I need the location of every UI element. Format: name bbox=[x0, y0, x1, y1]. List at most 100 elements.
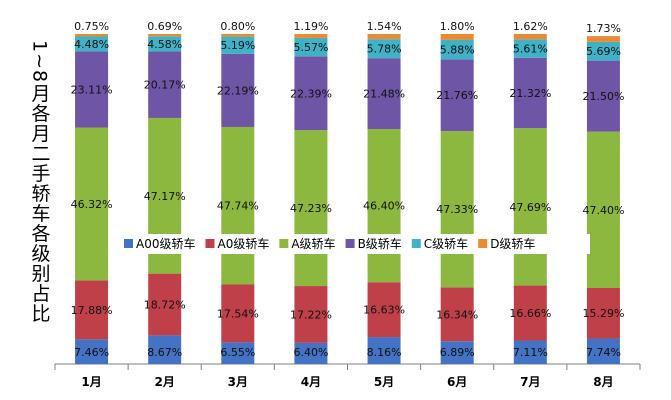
data-label: 7.46% bbox=[74, 346, 109, 359]
legend-entry: A0级轿车 bbox=[217, 236, 269, 251]
data-label: 46.40% bbox=[363, 200, 405, 213]
data-label: 1.19% bbox=[293, 20, 328, 33]
legend-entry: C级轿车 bbox=[424, 236, 468, 251]
data-label: 7.74% bbox=[586, 346, 621, 359]
bar-segment-6-1 bbox=[440, 341, 474, 364]
data-label: 47.74% bbox=[217, 200, 259, 213]
bar-segment-8-5 bbox=[586, 41, 620, 61]
data-label: 5.19% bbox=[220, 39, 255, 52]
data-label: 16.66% bbox=[509, 307, 551, 320]
legend-background bbox=[120, 234, 590, 254]
bar-segment-4-3 bbox=[294, 130, 328, 287]
bar-segment-3-5 bbox=[221, 36, 255, 54]
bar-segment-3-1 bbox=[221, 342, 255, 364]
data-label: 6.89% bbox=[440, 346, 475, 359]
data-label: 1.73% bbox=[586, 22, 621, 35]
bar-segment-3-4 bbox=[221, 53, 255, 127]
data-label: 17.22% bbox=[290, 308, 332, 321]
data-label: 47.33% bbox=[436, 203, 478, 216]
x-tick-label: 1月 bbox=[81, 375, 101, 389]
data-label: 5.88% bbox=[440, 44, 475, 57]
bar-segment-5-2 bbox=[367, 282, 401, 338]
bar-segment-2-4 bbox=[148, 51, 182, 118]
bar-segment-8-3 bbox=[586, 131, 620, 289]
data-label: 18.72% bbox=[144, 299, 186, 312]
data-label: 47.23% bbox=[290, 202, 332, 215]
bar-segment-5-3 bbox=[367, 129, 401, 283]
bar-segment-4-6 bbox=[294, 34, 328, 38]
data-label: 4.58% bbox=[147, 38, 182, 51]
bar-segment-8-1 bbox=[586, 338, 620, 364]
bar-segment-8-2 bbox=[586, 288, 620, 339]
legend-swatch bbox=[279, 239, 289, 248]
bar-segment-6-2 bbox=[440, 287, 474, 342]
data-label: 47.69% bbox=[509, 201, 551, 214]
legend-entry: A级轿车 bbox=[291, 236, 335, 251]
x-tick-label: 3月 bbox=[228, 375, 248, 389]
x-tick-label: 5月 bbox=[374, 375, 394, 389]
data-label: 5.69% bbox=[586, 45, 621, 58]
bar-segment-7-5 bbox=[513, 39, 547, 58]
data-label: 20.17% bbox=[144, 79, 186, 92]
data-label: 5.78% bbox=[367, 43, 402, 56]
data-label: 1.62% bbox=[513, 20, 548, 33]
data-label: 17.88% bbox=[71, 304, 113, 317]
bar-segment-1-1 bbox=[75, 339, 109, 364]
data-label: 21.48% bbox=[363, 88, 405, 101]
x-tick-label: 6月 bbox=[447, 375, 467, 389]
bar-segment-7-3 bbox=[513, 128, 547, 286]
bar-segment-1-2 bbox=[75, 280, 109, 340]
data-label: 16.34% bbox=[436, 308, 478, 321]
legend-swatch bbox=[411, 239, 421, 248]
bar-segment-7-1 bbox=[513, 340, 547, 364]
legend-entry: B级轿车 bbox=[358, 236, 402, 251]
data-label: 22.19% bbox=[217, 84, 259, 97]
bar-segment-1-3 bbox=[75, 127, 109, 281]
data-label: 8.16% bbox=[367, 346, 402, 359]
legend-swatch bbox=[124, 239, 133, 248]
data-label: 16.63% bbox=[363, 304, 405, 317]
data-label: 47.17% bbox=[144, 190, 186, 203]
x-tick-label: 8月 bbox=[593, 375, 613, 389]
bar-segment-3-2 bbox=[221, 284, 255, 343]
bar-segment-7-6 bbox=[513, 33, 547, 40]
bar-segment-6-5 bbox=[440, 39, 474, 60]
x-tick-label: 4月 bbox=[301, 375, 321, 389]
bar-segment-8-4 bbox=[586, 60, 620, 132]
data-label: 4.48% bbox=[74, 38, 109, 51]
x-tick-label: 7月 bbox=[520, 375, 540, 389]
bar-segment-1-6 bbox=[75, 34, 109, 37]
bar-segment-2-1 bbox=[148, 335, 182, 364]
data-label: 21.76% bbox=[436, 89, 478, 102]
bar-segment-1-4 bbox=[75, 51, 109, 128]
bar-segment-3-6 bbox=[221, 33, 255, 37]
data-label: 21.50% bbox=[582, 90, 624, 103]
bar-segment-1-5 bbox=[75, 36, 109, 52]
data-label: 22.39% bbox=[290, 87, 332, 100]
bar-segment-7-4 bbox=[513, 57, 547, 129]
legend-swatch bbox=[345, 239, 355, 248]
data-label: 1.80% bbox=[440, 20, 475, 33]
data-label: 0.69% bbox=[147, 20, 182, 33]
data-label: 6.55% bbox=[220, 346, 255, 359]
data-label: 1.54% bbox=[367, 20, 402, 33]
bar-segment-5-5 bbox=[367, 39, 401, 59]
bar-segment-4-2 bbox=[294, 286, 328, 343]
data-label: 47.40% bbox=[582, 204, 624, 217]
data-label: 8.67% bbox=[147, 346, 182, 359]
bar-segment-5-4 bbox=[367, 58, 401, 130]
legend-entry: A00级轿车 bbox=[136, 236, 195, 251]
bar-segment-6-3 bbox=[440, 131, 474, 288]
x-tick-label: 2月 bbox=[155, 375, 175, 389]
bar-segment-2-5 bbox=[148, 36, 182, 52]
data-label: 7.11% bbox=[513, 346, 548, 359]
bar-segment-2-2 bbox=[148, 273, 182, 336]
data-label: 5.61% bbox=[513, 43, 548, 56]
bar-segment-4-4 bbox=[294, 56, 328, 131]
bar-segment-6-4 bbox=[440, 59, 474, 132]
data-label: 5.57% bbox=[293, 41, 328, 54]
data-label: 23.11% bbox=[71, 83, 113, 96]
bar-segment-6-6 bbox=[440, 34, 474, 40]
